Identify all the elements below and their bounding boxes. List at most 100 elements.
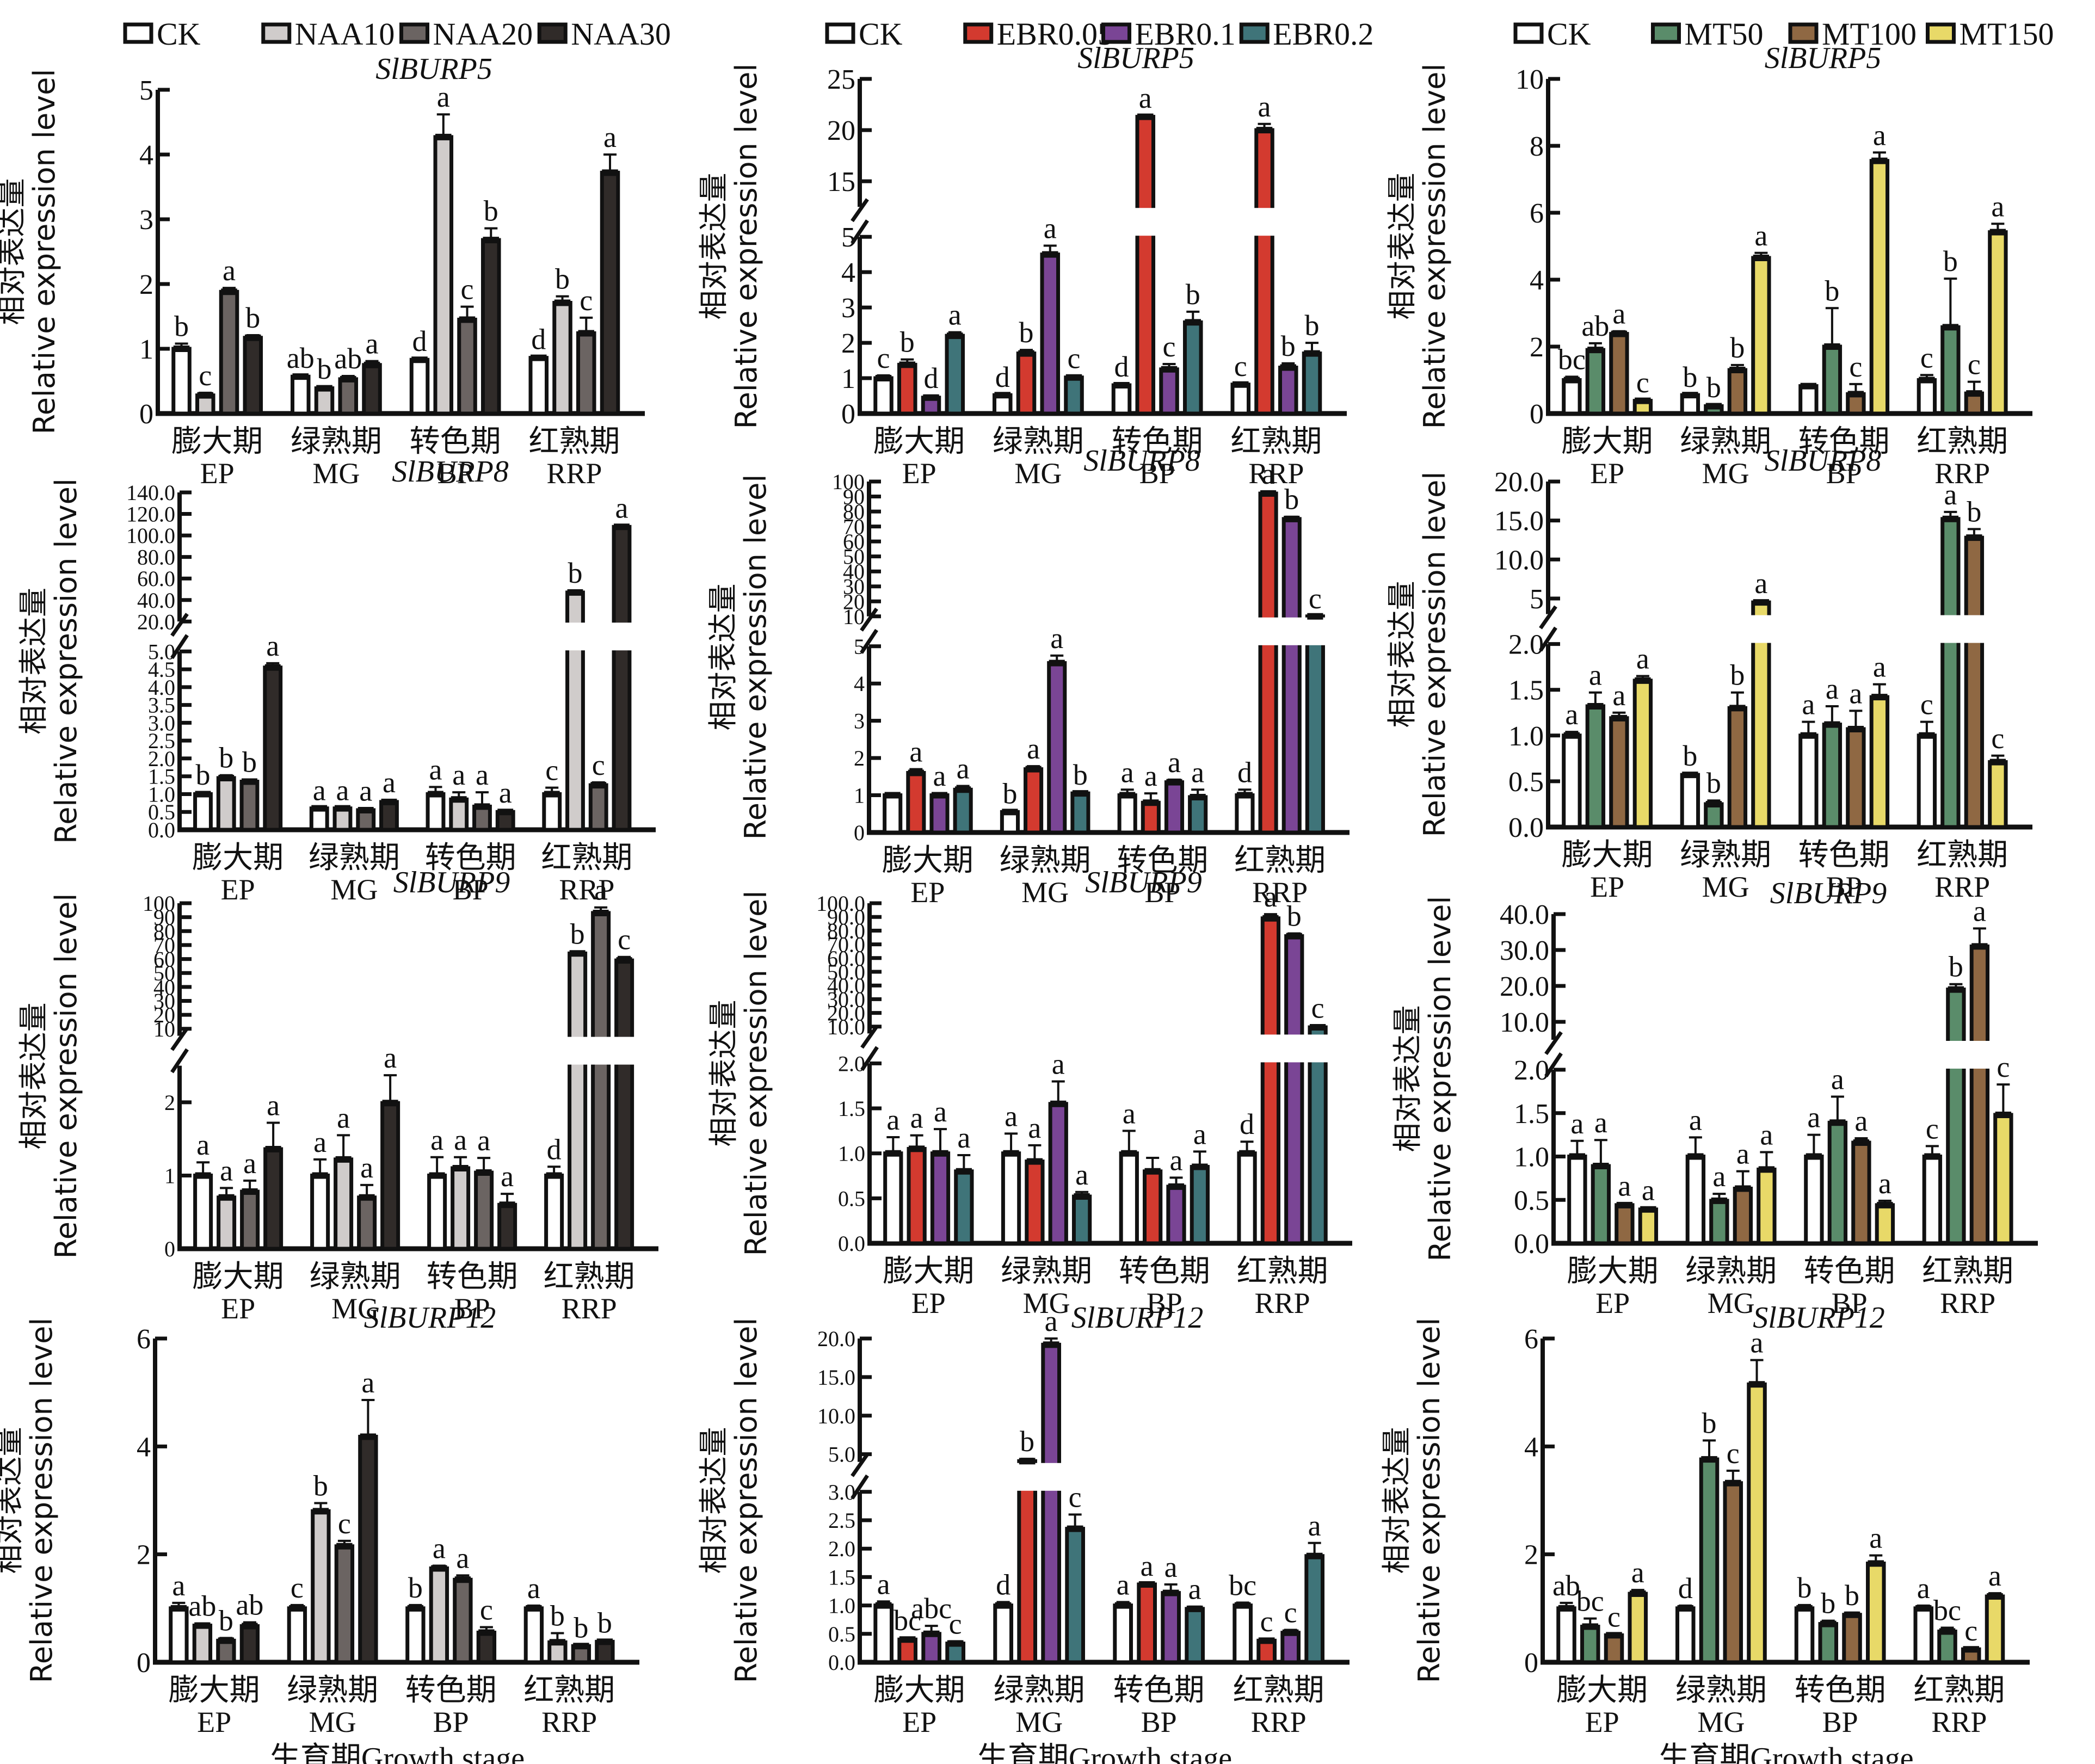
significance-letter: a — [359, 775, 372, 807]
bar-naa10-mg: b — [314, 353, 335, 416]
bar-mt100-rrp: a — [1968, 895, 1991, 1245]
legend-label: NAA30 — [571, 16, 671, 52]
x-category-label: RRP — [562, 1292, 617, 1325]
axis-break-mark — [1539, 626, 1557, 652]
significance-letter: b — [1967, 495, 1981, 528]
y-tick-label: 2.5 — [828, 1508, 855, 1533]
significance-letter: b — [174, 310, 189, 342]
x-category-label: EP — [1595, 1287, 1630, 1319]
bar — [1917, 378, 1937, 416]
y-tick-label: 20 — [153, 1003, 175, 1027]
significance-letter: c — [1260, 1605, 1273, 1638]
bar — [1258, 491, 1278, 835]
significance-letter: d — [531, 323, 546, 355]
bar-ck-rrp: c — [1917, 688, 1937, 829]
y-tick-label: 4 — [137, 1432, 151, 1463]
significance-letter: a — [1826, 673, 1839, 705]
significance-letter: c — [1920, 688, 1933, 721]
y-axis-label-cn: 相对表达量 — [697, 173, 731, 320]
significance-letter: c — [1068, 342, 1081, 374]
y-tick-label: 30.0 — [827, 987, 865, 1011]
bar-ck-rrp: d — [528, 323, 549, 416]
y-tick-label: 20 — [843, 589, 865, 614]
x-category-label: MG — [331, 1292, 379, 1325]
bar-mt50-mg: b — [1704, 371, 1724, 416]
y-axis-label-en: Relative expression level — [49, 478, 83, 844]
y-tick-label: 0.5 — [1508, 767, 1544, 798]
significance-letter: b — [219, 742, 233, 774]
y-tick-label: 20.0 — [137, 609, 175, 634]
y-tick-label: 5 — [854, 634, 865, 659]
y-tick-label: 2 — [164, 1090, 175, 1115]
bar — [243, 336, 263, 416]
bar-ebr0.2-mg: b — [1070, 758, 1090, 835]
y-tick-label: 40 — [153, 975, 175, 1000]
significance-letter: b — [1821, 1587, 1835, 1620]
significance-letter: c — [1163, 330, 1176, 363]
y-tick-label: 2.0 — [838, 1051, 865, 1076]
y-axis-label-en: Relative expression level — [729, 64, 763, 429]
bar — [1567, 1155, 1587, 1245]
bar-ebr0.2-mg: c — [1065, 1481, 1086, 1664]
bar — [1064, 375, 1084, 416]
y-tick-label: 80 — [843, 499, 865, 524]
bar — [1070, 791, 1090, 835]
bar-ck-ep: a — [1562, 698, 1582, 829]
significance-letter: a — [456, 1541, 469, 1574]
bar — [239, 780, 260, 832]
significance-letter: bc — [1229, 1569, 1256, 1601]
bar — [1964, 535, 1985, 829]
y-axis-label-cn: 相对表达量 — [697, 1427, 731, 1574]
significance-letter: a — [1168, 746, 1181, 779]
significance-letter: b — [555, 263, 570, 295]
y-axis-label-cn: 相对表达量 — [0, 178, 29, 325]
y-tick-label: 2 — [1530, 332, 1544, 363]
bar-ebr0.2-rrp: c — [1304, 582, 1327, 835]
bar-ck-bp: b — [1794, 1571, 1815, 1664]
bar — [1937, 1629, 1957, 1664]
bar-mt100-mg: c — [1723, 1437, 1743, 1664]
bar-mt50-bp: a — [1827, 1063, 1848, 1245]
y-tick-label: 80.0 — [827, 918, 865, 943]
bar-naa10-ep: b — [216, 742, 236, 832]
bar-ebr0.2-bp: a — [1185, 1573, 1205, 1664]
bar-mt150-ep: a — [1632, 642, 1653, 829]
bar-break-gap — [566, 1037, 589, 1065]
bar — [1304, 1554, 1325, 1664]
x-category-label: RRP — [546, 457, 602, 490]
bar-naa30-mg: a — [379, 766, 399, 832]
bar-mt150-rrp: a — [1988, 190, 2008, 416]
y-tick-label: 1.0 — [1508, 721, 1544, 752]
x-category-label: EP — [1585, 1706, 1619, 1738]
bar-mt100-mg: a — [1733, 1138, 1753, 1245]
legend-label: CK — [1547, 16, 1591, 52]
x-category-label-cn: 绿熟期 — [994, 1674, 1085, 1707]
axis-break-mark — [1544, 1052, 1563, 1077]
x-category-label-cn: 红熟期 — [528, 425, 620, 459]
significance-letter: a — [1164, 1551, 1178, 1583]
bar-ebr0.2-bp: a — [1190, 1118, 1210, 1245]
bar — [338, 377, 359, 416]
bar-naa30-mg: a — [380, 1041, 400, 1251]
y-tick-label: 4.5 — [148, 657, 175, 682]
significance-letter: a — [243, 1147, 256, 1180]
x-category-label-cn: 膨大期 — [169, 1674, 260, 1707]
x-category-label: RRP — [1931, 1706, 1987, 1738]
significance-letter: a — [1589, 659, 1602, 692]
bar-ebr0.1-ep: abc — [911, 1592, 952, 1664]
significance-letter: a — [266, 630, 279, 662]
significance-letter: a — [1264, 880, 1277, 913]
bar-ebr0.1-bp: a — [1164, 746, 1185, 835]
bar-mt150-bp: a — [1869, 119, 1890, 416]
y-axis-label-cn: 相对表达量 — [706, 1000, 741, 1147]
y-axis-label-en: Relative expression level — [49, 893, 83, 1259]
bar-mt150-mg: a — [1751, 219, 1771, 416]
y-tick-label: 80 — [153, 919, 175, 943]
x-category-label: EP — [200, 457, 235, 490]
significance-letter: a — [1144, 760, 1157, 792]
legend-label: CK — [157, 16, 201, 52]
bar-mt50-ep: ab — [1581, 310, 1609, 416]
chart-title: SlBURP12 — [1753, 1301, 1885, 1335]
bar-ebr0.05-ep: a — [906, 736, 926, 835]
